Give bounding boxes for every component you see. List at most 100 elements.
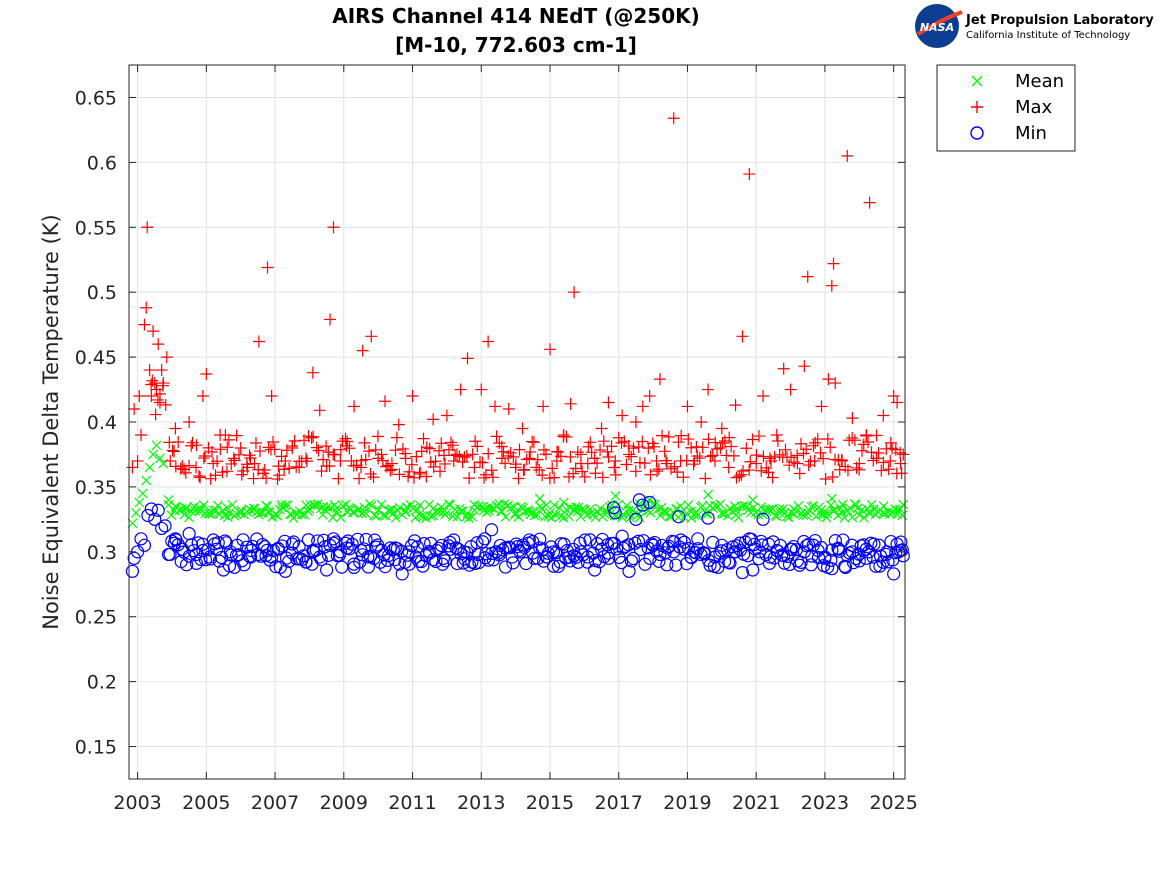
point-mean [141,475,152,486]
band-marker-max [699,472,712,485]
band-marker-mean [322,502,333,513]
point-min [615,529,629,543]
band-marker-max [403,465,416,478]
point-min [189,547,203,562]
band-marker-min [533,532,547,546]
band-marker-max [702,433,715,446]
point-min [832,542,846,556]
point-max [815,400,828,413]
band-marker-mean [839,512,850,523]
band-marker-max [546,462,559,475]
band-marker-max [746,433,759,446]
y-tick-label: 0.45 [75,347,117,369]
band-marker-max [646,437,659,450]
point-max [743,168,756,181]
point-max [372,452,385,465]
band-marker-min [645,537,659,551]
band-marker-max [230,429,243,442]
point-max [234,441,247,454]
point-max [860,428,873,441]
band-marker-min [622,538,636,552]
axis-ticks: 2003 2005 2007 2009 2011 2013 2015 2017 2019 2021… [75,65,918,814]
point-min [216,563,231,577]
point-max [653,373,666,386]
band-marker-mean [332,503,342,514]
band-marker-max [390,431,403,444]
band-marker-max [273,469,286,482]
band-marker-max [589,467,602,480]
band-marker-max [307,430,320,443]
band-marker-max [435,437,448,450]
point-max [454,383,467,396]
band-marker-mean [793,501,804,511]
point-min [182,527,196,541]
band-marker-max [343,442,356,455]
point-min [484,523,499,537]
band-marker-max [446,439,459,452]
point-min [299,555,313,569]
point-min [230,538,244,552]
point-mean [496,506,507,517]
point-mean [572,506,583,517]
band-marker-max [602,450,615,463]
point-max [141,221,154,234]
x-tick-label: 2023 [801,792,849,814]
point-mean [359,502,370,513]
point-mean [414,509,425,520]
band-marker-mean [811,511,822,522]
y-tick-label: 0.65 [75,87,117,109]
point-min [409,550,423,564]
point-max [791,457,804,470]
point-max [502,403,515,416]
point-min [594,542,609,556]
x-tick-label: 2021 [732,792,780,814]
point-max [207,457,220,470]
point-min [629,512,643,526]
point-min [533,541,547,555]
y-tick-label: 0.6 [87,152,117,174]
band-marker-max [151,393,164,406]
nasa-swoosh-icon [916,10,963,36]
point-mean [345,504,356,514]
point-mean [716,507,727,518]
x-tick-label: 2017 [595,792,643,814]
band-marker-max [672,436,685,449]
point-max [489,400,502,413]
band-marker-max [706,449,719,462]
chart-title-line-2: [M-10, 772.603 cm-1] [395,33,637,57]
point-mean [151,440,162,451]
x-tick-label: 2009 [320,792,368,814]
band-marker-max [656,429,669,442]
point-min [237,558,251,572]
band-marker-max [222,433,235,446]
band-marker-mean [829,505,840,516]
band-marker-mean [634,512,645,523]
point-min [278,564,292,578]
band-marker-mean [854,510,865,520]
point-mean [586,507,597,518]
y-tick-label: 0.35 [75,477,117,499]
point-min [265,550,279,564]
point-max [695,416,708,428]
band-marker-max [548,471,561,484]
band-marker-max [884,436,897,449]
point-mean [290,507,301,518]
band-marker-max [168,445,181,458]
band-marker-min [578,533,592,547]
point-max [334,454,347,467]
legend-max-marker [971,101,983,113]
band-marker-max [353,472,366,485]
band-marker-mean [335,512,346,523]
band-marker-min [314,552,328,567]
band-marker-max [725,440,738,453]
point-mean [180,504,191,514]
band-marker-max [247,472,260,485]
point-mean [400,506,411,517]
band-marker-max [384,464,397,477]
point-max [128,403,141,416]
band-marker-max [417,432,430,445]
band-marker-mean [756,502,766,512]
band-marker-max [651,465,664,478]
point-min [818,550,832,564]
band-marker-max [249,436,262,449]
